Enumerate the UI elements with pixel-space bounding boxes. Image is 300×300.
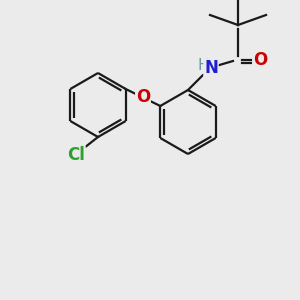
Text: H: H [197, 58, 209, 74]
Text: O: O [253, 51, 267, 69]
Text: O: O [136, 88, 150, 106]
Text: N: N [204, 59, 218, 77]
Text: Cl: Cl [67, 146, 85, 164]
